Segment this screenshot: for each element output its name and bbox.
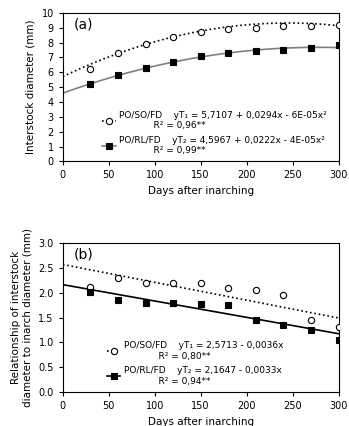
Y-axis label: Relationship of interstock
diameter to inarch diameter (mm): Relationship of interstock diameter to i…	[11, 228, 33, 407]
Y-axis label: Interstock diameter (mm): Interstock diameter (mm)	[26, 20, 36, 154]
Legend: PO/SO/FD    yT₁ = 2,5713 - 0,0036x
            R² = 0,80**, PO/RL/FD    yT₂ = 2,: PO/SO/FD yT₁ = 2,5713 - 0,0036x R² = 0,8…	[105, 340, 285, 387]
X-axis label: Days after inarching: Days after inarching	[148, 417, 254, 426]
Legend: PO/SO/FD    yT₁ = 5,7107 + 0,0294x - 6E-05x²
            R² = 0,96**, PO/RL/FD  : PO/SO/FD yT₁ = 5,7107 + 0,0294x - 6E-05x…	[100, 109, 329, 157]
Text: (b): (b)	[74, 248, 94, 262]
X-axis label: Days after inarching: Days after inarching	[148, 186, 254, 196]
Text: (a): (a)	[74, 17, 93, 31]
